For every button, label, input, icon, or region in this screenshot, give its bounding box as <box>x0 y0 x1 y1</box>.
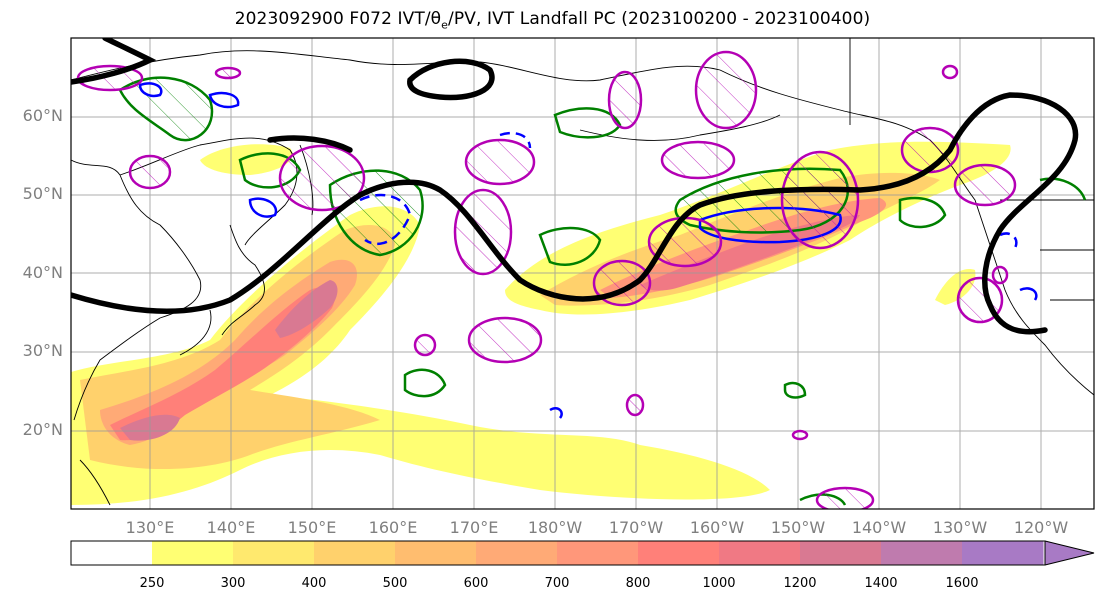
lat-label-20: 20°N <box>22 420 63 439</box>
colorbar-tick-label: 1200 <box>783 576 817 591</box>
colorbar-segment <box>395 541 477 565</box>
colorbar-segment <box>71 541 153 565</box>
lon-label-150e: 150°E <box>287 518 337 537</box>
lat-label-50: 50°N <box>22 184 63 203</box>
lon-label-140w: 140°W <box>851 518 907 537</box>
lat-label-40: 40°N <box>22 263 63 282</box>
colorbar-extend-arrow <box>1045 541 1094 565</box>
colorbar-tick-label: 1400 <box>864 576 898 591</box>
colorbar-tick-label: 700 <box>544 576 570 591</box>
lon-label-130w: 130°W <box>932 518 988 537</box>
heavy-contours <box>71 38 1079 335</box>
colorbar-segment <box>314 541 396 565</box>
colorbar-segment <box>152 541 234 565</box>
lon-label-130e: 130°E <box>125 518 175 537</box>
colorbar-tick-label: 500 <box>382 576 408 591</box>
pv-contours <box>138 82 1038 419</box>
colorbar-segment <box>233 541 315 565</box>
colorbar <box>70 540 1095 566</box>
lon-label-160w: 160°W <box>689 518 745 537</box>
lon-label-160e: 160°E <box>368 518 418 537</box>
colorbar-segment <box>557 541 639 565</box>
figure-title: 2023092900 F072 IVT/θe/PV, IVT Landfall … <box>234 9 871 32</box>
colorbar-tick-label: 300 <box>220 576 246 591</box>
lon-label-150w: 150°W <box>770 518 826 537</box>
colorbar-tick-label: 600 <box>463 576 489 591</box>
colorbar-tick-label: 1000 <box>702 576 736 591</box>
colorbar-tick-label: 250 <box>139 576 165 591</box>
lat-label-60: 60°N <box>22 106 63 125</box>
map-frame <box>70 37 1095 510</box>
colorbar-segment <box>800 541 882 565</box>
lon-label-140e: 140°E <box>206 518 256 537</box>
colorbar-segment <box>881 541 963 565</box>
lon-label-120w: 120°W <box>1013 518 1069 537</box>
lon-label-170w: 170°W <box>608 518 664 537</box>
colorbar-tick-label: 1600 <box>945 576 979 591</box>
colorbar-segment <box>638 541 720 565</box>
lat-label-30: 30°N <box>22 341 63 360</box>
colorbar-segment <box>476 541 558 565</box>
colorbar-segment <box>719 541 801 565</box>
colorbar-tick-label: 800 <box>625 576 651 591</box>
lon-label-180w: 180°W <box>527 518 583 537</box>
lon-label-170e: 170°E <box>449 518 499 537</box>
colorbar-segment <box>962 541 1044 565</box>
colorbar-tick-label: 400 <box>301 576 327 591</box>
